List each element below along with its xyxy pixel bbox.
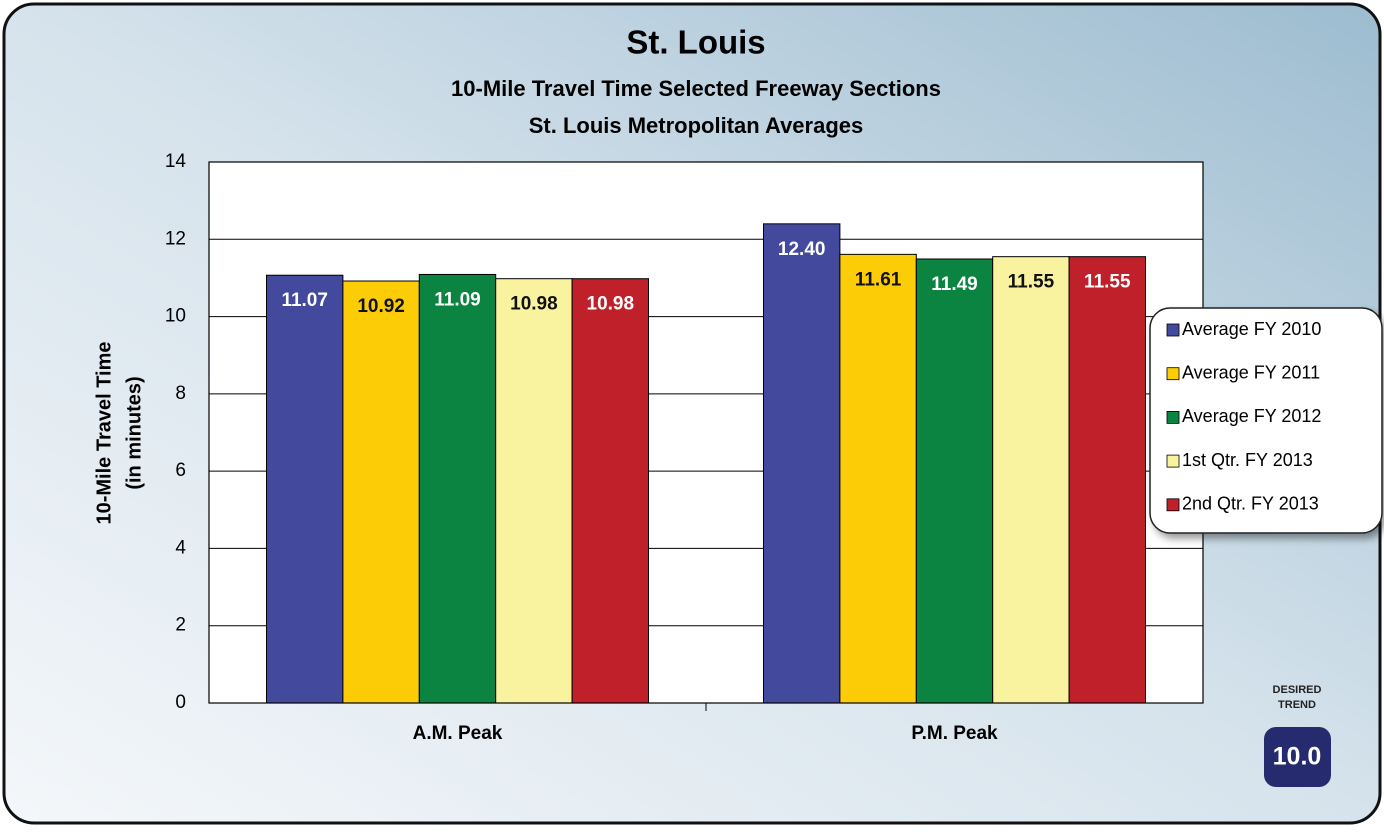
legend-label: 1st Qtr. FY 2013	[1182, 450, 1313, 470]
y-axis-label: 10-Mile Travel Time	[93, 341, 115, 524]
y-tick-label: 14	[165, 151, 187, 172]
value-label: 10.98	[587, 294, 635, 315]
legend-swatch	[1166, 498, 1180, 512]
value-label: 11.55	[1084, 272, 1131, 293]
y-tick-label: 8	[175, 383, 186, 404]
bar	[839, 253, 917, 704]
bar	[418, 273, 497, 704]
y-tick-label: 2	[175, 615, 186, 636]
legend-swatch	[1166, 454, 1180, 468]
bar	[571, 278, 649, 704]
y-tick-label: 6	[175, 460, 186, 481]
legend-swatch	[1166, 323, 1180, 337]
x-tick-label: P.M. Peak	[911, 723, 998, 744]
legend-label: Average FY 2012	[1182, 406, 1321, 426]
value-label: 11.61	[855, 269, 902, 290]
bar	[342, 280, 420, 704]
badge-heading: TREND	[1278, 699, 1316, 711]
y-tick-label: 4	[175, 537, 186, 558]
bar	[266, 274, 344, 704]
chart-subtitle: 10-Mile Travel Time Selected Freeway Sec…	[451, 76, 941, 101]
bar	[915, 258, 994, 704]
legend-label: Average FY 2010	[1182, 319, 1321, 339]
bar	[763, 223, 841, 704]
value-label: 11.49	[931, 274, 978, 295]
bar	[1068, 256, 1146, 704]
legend-swatch	[1166, 367, 1180, 381]
legend-swatch	[1166, 410, 1180, 424]
chart-subtitle: St. Louis Metropolitan Averages	[529, 113, 864, 138]
chart-title: St. Louis	[626, 24, 765, 61]
value-label: 11.09	[434, 289, 481, 310]
y-tick-label: 12	[165, 228, 186, 249]
badge-text: 10.0	[1273, 743, 1322, 771]
bar	[992, 256, 1070, 704]
x-tick-label: A.M. Peak	[413, 723, 503, 744]
bar	[495, 278, 573, 704]
legend-label: Average FY 2011	[1182, 362, 1320, 382]
y-axis-label: (in minutes)	[123, 376, 145, 489]
y-tick-label: 0	[175, 692, 186, 713]
value-label: 11.07	[281, 290, 328, 311]
legend	[1149, 307, 1383, 534]
value-label: 12.40	[778, 239, 826, 260]
value-label: 11.55	[1008, 272, 1055, 293]
value-label: 10.92	[357, 296, 405, 317]
legend-label: 2nd Qtr. FY 2013	[1182, 494, 1319, 514]
badge-heading: DESIRED	[1273, 684, 1322, 696]
y-tick-label: 10	[165, 306, 186, 327]
badge	[1264, 727, 1331, 787]
value-label: 10.98	[510, 294, 558, 315]
